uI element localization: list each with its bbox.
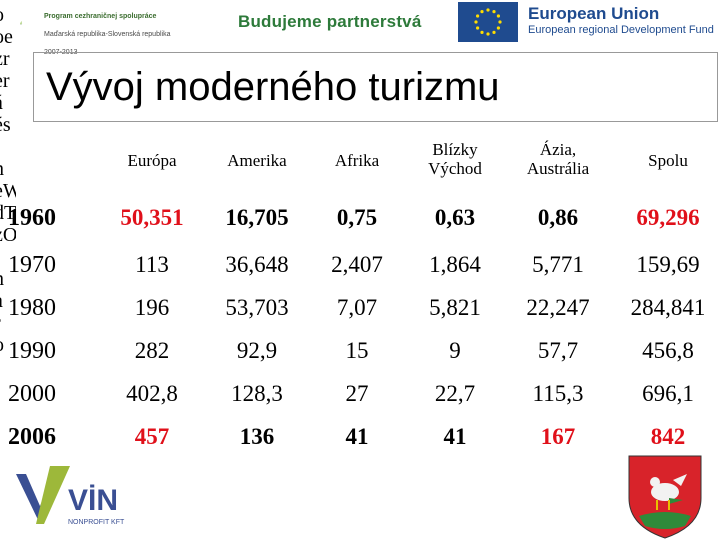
table-cell: 50,351 xyxy=(120,205,184,230)
table-cell: 1,864 xyxy=(429,252,481,277)
row-year: 2000 xyxy=(8,381,56,407)
vin-logo-subtext: NONPROFIT KFT xyxy=(68,519,125,526)
title-frame: Vývoj moderného turizmu xyxy=(33,52,718,122)
table-cell: 53,703 xyxy=(225,295,289,320)
table-cell: 113 xyxy=(135,252,169,277)
coat-of-arms-icon xyxy=(628,455,702,539)
table-cell: 2,407 xyxy=(331,252,383,277)
eu-star-icon xyxy=(486,32,490,36)
program-logo-icon xyxy=(20,20,23,25)
header-banner: Program cezhraničnej spolupráce Maďarská… xyxy=(0,0,720,56)
table-cell: 16,705 xyxy=(225,205,289,230)
table-cell: 57,7 xyxy=(537,338,579,363)
table-cell: 0,63 xyxy=(434,205,476,230)
table-cell: 36,648 xyxy=(225,252,289,277)
program-line-2: Maďarská republika-Slovenská republika xyxy=(44,31,171,38)
table-cell: 842 xyxy=(650,424,686,449)
program-line-1: Program cezhraničnej spolupráce xyxy=(44,13,157,20)
table-cell: 7,07 xyxy=(336,295,378,320)
eu-star-icon xyxy=(480,30,484,34)
eu-star-icon xyxy=(496,14,500,18)
row-year: 1980 xyxy=(8,295,56,321)
table-cell: 22,7 xyxy=(434,381,476,406)
eu-star-icon xyxy=(476,14,480,18)
vin-logo-text: VİN xyxy=(68,484,118,517)
table-cell: 0,86 xyxy=(537,205,579,230)
column-header: Afrika xyxy=(334,151,380,170)
slide-title: Vývoj moderného turizmu xyxy=(46,65,500,109)
row-year: 2006 xyxy=(8,424,56,450)
column-header: Blízky Východ xyxy=(428,140,482,178)
eu-subtitle: European regional Development Fund xyxy=(528,24,714,36)
table-cell: 456,8 xyxy=(642,338,694,363)
table-cell: 696,1 xyxy=(642,381,694,406)
table-cell: 128,3 xyxy=(231,381,283,406)
table-cell: 9 xyxy=(449,338,461,363)
table-cell: 136 xyxy=(239,424,275,449)
table-cell: 27 xyxy=(345,381,369,406)
eu-star-icon xyxy=(486,8,490,12)
eu-flag-icon xyxy=(458,2,518,42)
eu-star-icon xyxy=(498,20,502,24)
eu-star-icon xyxy=(496,26,500,30)
eu-star-icon xyxy=(474,20,478,24)
table-cell: 115,3 xyxy=(532,381,584,406)
row-year: 1970 xyxy=(8,252,56,278)
eu-title: European Union xyxy=(528,4,660,23)
table-cell: 159,69 xyxy=(636,252,700,277)
column-header: Amerika xyxy=(227,151,287,170)
row-year: 1960 xyxy=(8,205,56,231)
table-cell: 41 xyxy=(443,424,467,449)
table-cell: 282 xyxy=(134,338,170,363)
eu-star-icon xyxy=(476,26,480,30)
table-cell: 41 xyxy=(345,424,369,449)
table-cell: 196 xyxy=(134,295,170,320)
eu-star-icon xyxy=(492,30,496,34)
column-header: Spolu xyxy=(648,151,688,170)
vin-logo-icon: VİN NONPROFIT KFT xyxy=(16,466,125,526)
table-cell: 284,841 xyxy=(630,295,706,320)
table-cell: 457 xyxy=(134,424,170,449)
column-header: Európa xyxy=(127,151,177,170)
table-cell: 69,296 xyxy=(636,205,700,230)
eu-star-icon xyxy=(492,10,496,14)
table-cell: 167 xyxy=(540,424,576,449)
table-cell: 5,821 xyxy=(429,295,481,320)
table-cell: 22,247 xyxy=(526,295,590,320)
column-header: Ázia, Austrália xyxy=(526,140,590,178)
eu-star-icon xyxy=(480,10,484,14)
row-year: 1990 xyxy=(8,338,56,364)
table-cell: 0,75 xyxy=(336,205,378,230)
table-cell: 5,771 xyxy=(532,252,584,277)
partnership-logo-text: Budujeme partnerstvá xyxy=(238,12,422,31)
table-cell: 15 xyxy=(345,338,369,363)
table-cell: 92,9 xyxy=(236,338,278,363)
clipped-left-text: o oe zr er á és : n eW dT zO i n a r o xyxy=(0,4,16,356)
table-cell: 402,8 xyxy=(126,381,178,406)
